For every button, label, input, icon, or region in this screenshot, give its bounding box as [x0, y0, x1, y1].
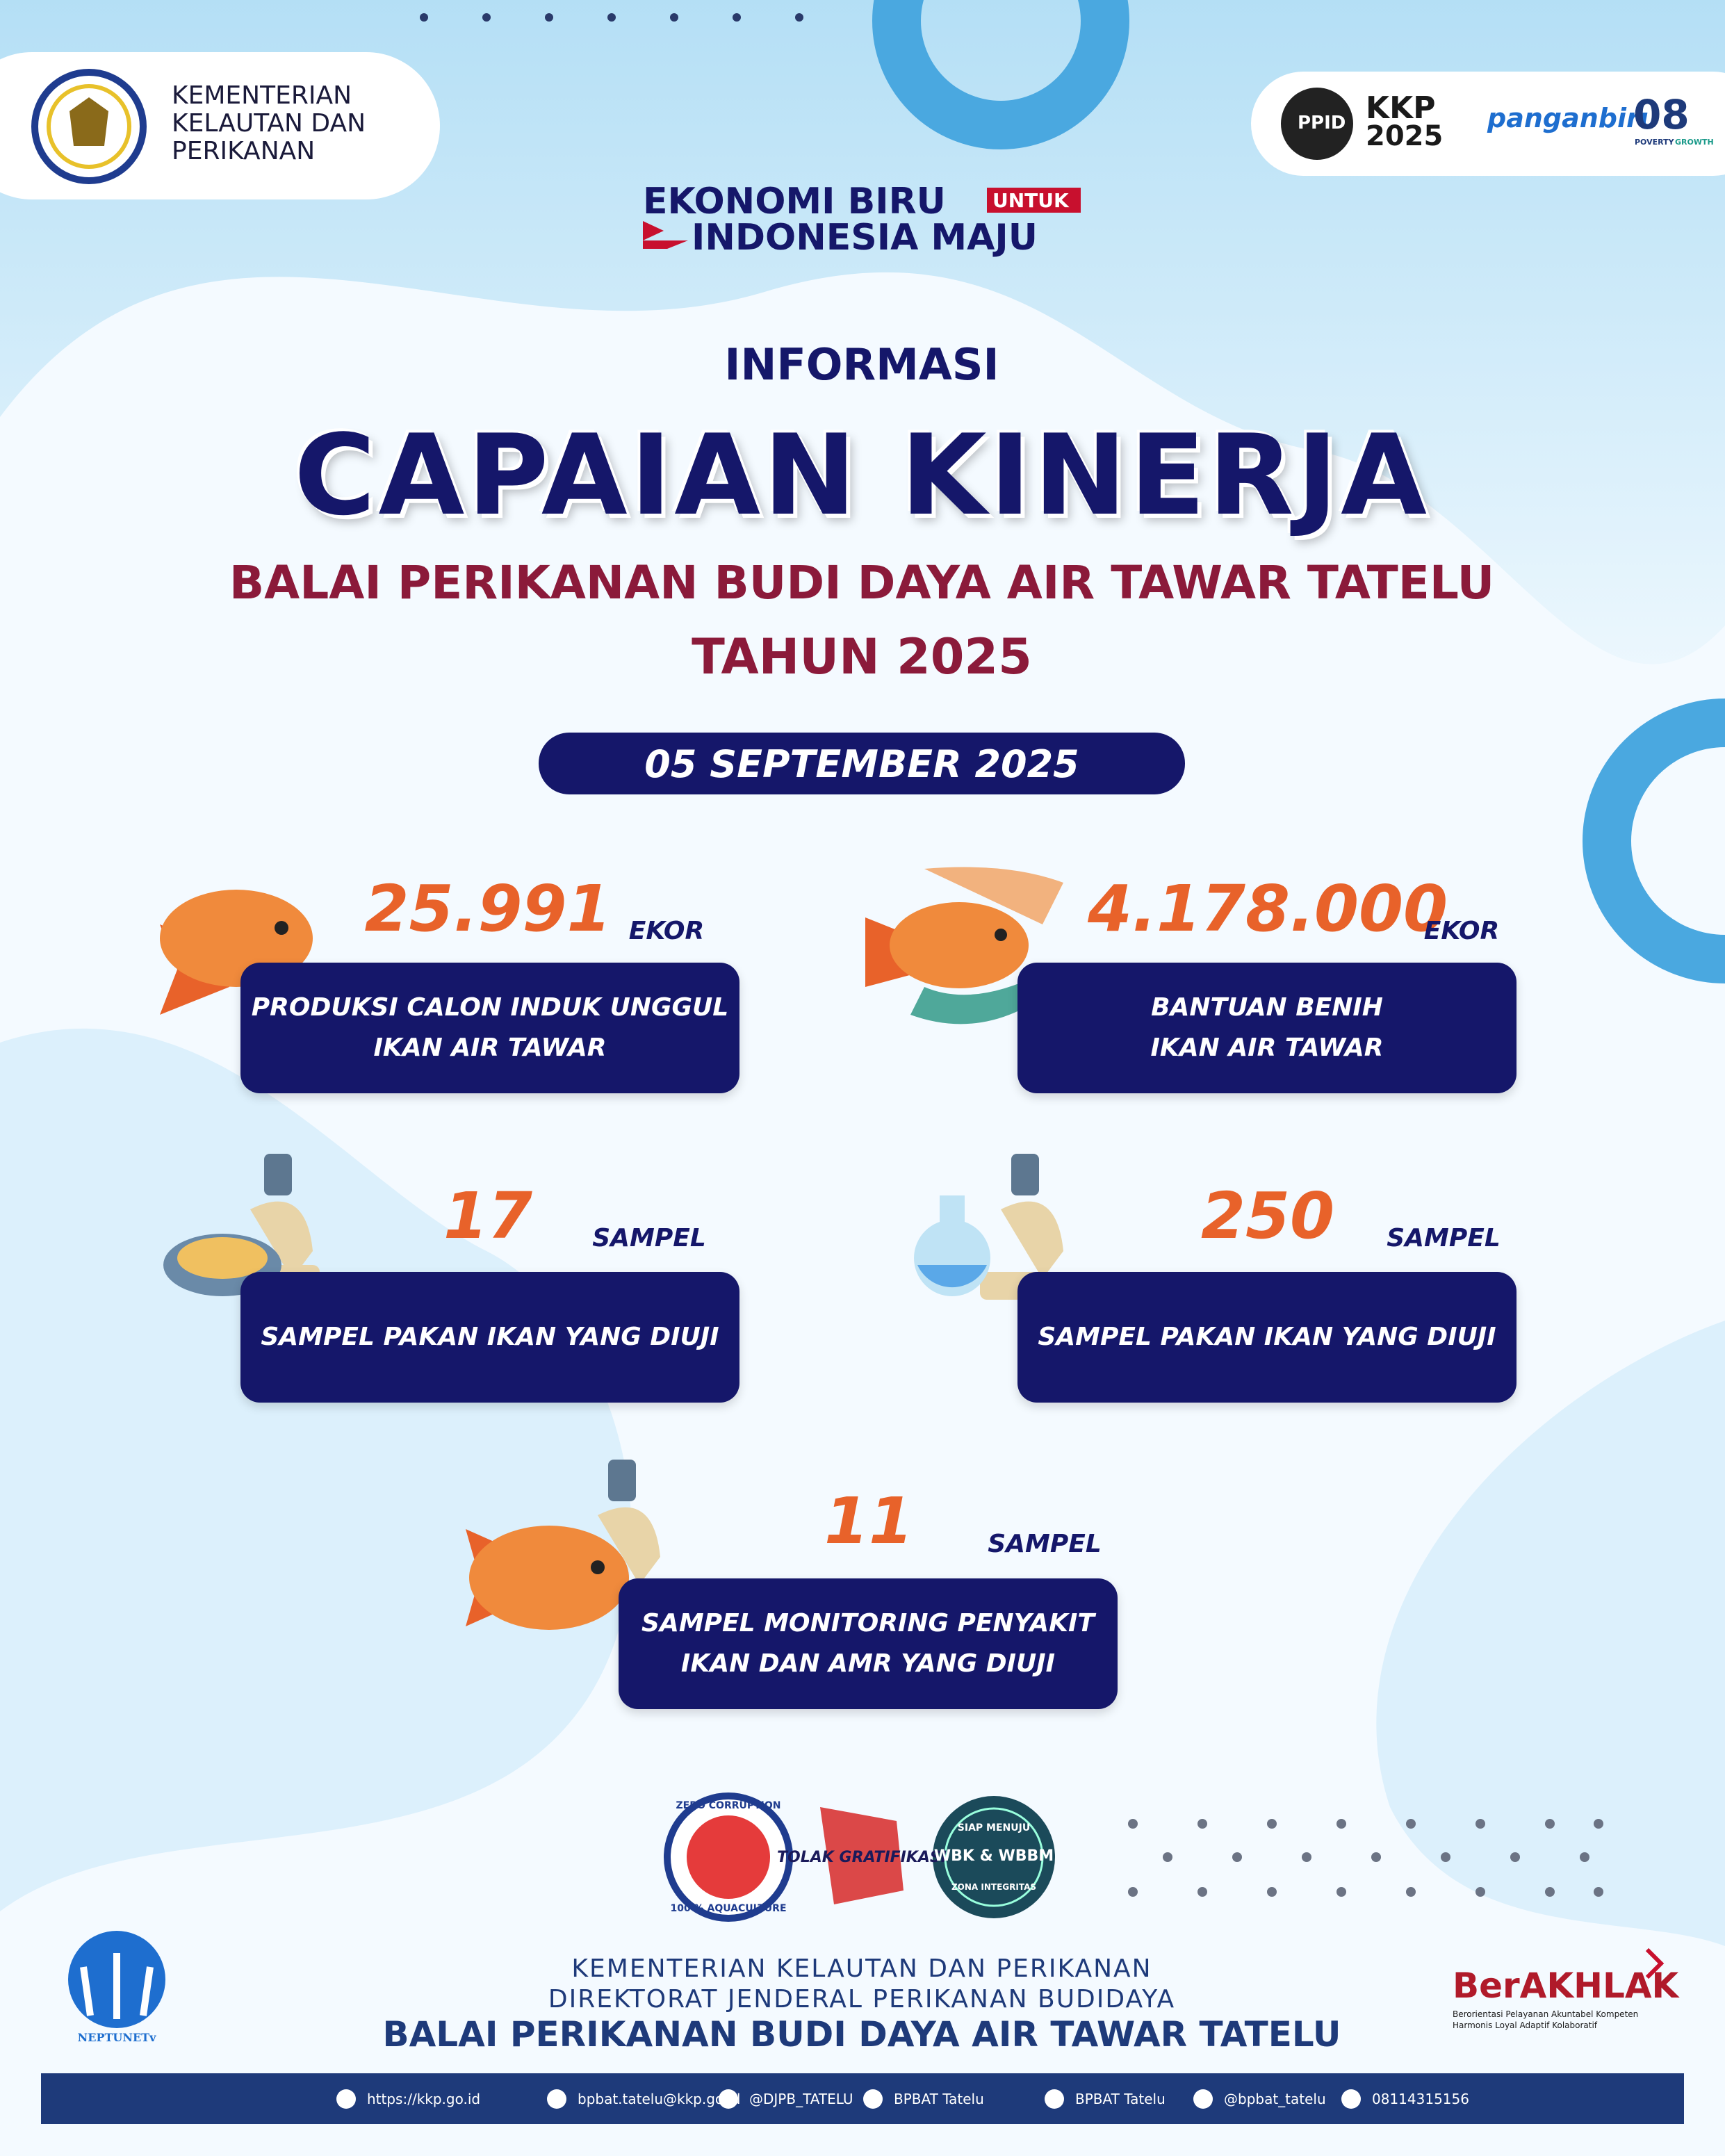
stat-label: BANTUAN BENIH — [1151, 993, 1383, 1022]
contact-text: https://kkp.go.id — [367, 2091, 481, 2107]
neptune-logo-text: NEPTUNETv — [77, 2031, 156, 2044]
date: 05 SEPTEMBER 2025 — [644, 742, 1079, 786]
berakhlak-line: Harmonis Loyal Adaptif Kolaboratif — [1453, 2020, 1598, 2030]
contact-icon — [336, 2089, 356, 2109]
berakhlak-logo: BerAKHLAK — [1453, 1966, 1679, 2006]
stat-card: PRODUKSI CALON INDUK UNGGUL IKAN AIR TAWA… — [240, 963, 739, 1093]
contact-icon — [547, 2089, 566, 2109]
footer-line: KEMENTERIAN KELAUTAN DAN PERIKANAN — [571, 1954, 1152, 1983]
year: TAHUN 2025 — [692, 628, 1032, 685]
contact-text: bpbat.tatelu@kkp.go.id — [578, 2091, 741, 2107]
ministry-line: PERIKANAN — [172, 137, 316, 165]
main-title: CAPAIAN KINERJA — [294, 410, 1430, 540]
stat-label: SAMPEL MONITORING PENYAKIT — [641, 1609, 1095, 1638]
stat-label: PRODUKSI CALON INDUK UNGGUL — [251, 993, 729, 1022]
subtitle: BALAI PERIKANAN BUDI DAYA AIR TAWAR TATE… — [229, 556, 1495, 610]
badge-text: ZONA INTEGRITAS — [951, 1882, 1037, 1892]
slogan-tag: UNTUK — [992, 189, 1069, 212]
contact-text: @DJPB_TATELU — [749, 2091, 853, 2107]
contact-icon — [1341, 2089, 1361, 2109]
stat-label: IKAN AIR TAWAR — [373, 1034, 607, 1062]
logo-kkp-year: 2025 — [1366, 120, 1444, 152]
berakhlak-sub: Berorientasi Pelayanan Akuntabel Kompete… — [1453, 2009, 1638, 2031]
stat-unit: EKOR — [1423, 917, 1500, 945]
badge-text: SIAP MENUJU — [957, 1822, 1031, 1834]
stat-label: IKAN AIR TAWAR — [1150, 1034, 1384, 1062]
badge-text: ZERO CORRUPTION — [676, 1800, 781, 1811]
contact-text: 08114315156 — [1372, 2091, 1469, 2107]
footer-line: DIREKTORAT JENDERAL PERIKANAN BUDIDAYA — [548, 1985, 1176, 2014]
badge-text: TOLAK GRATIFIKASI — [777, 1849, 947, 1866]
stat-unit: SAMPEL — [1387, 1224, 1501, 1252]
badge-text: 100 % AQUACULTURE — [670, 1903, 787, 1914]
stat-label: SAMPEL PAKAN IKAN YANG DIUJI — [1038, 1323, 1496, 1351]
footer-line: BALAI PERIKANAN BUDI DAYA AIR TAWAR TATE… — [382, 2014, 1341, 2055]
stat-value: 4.178.000 — [1088, 872, 1448, 946]
stat-card: BANTUAN BENIH IKAN AIR TAWAR — [1017, 963, 1516, 1093]
slogan-line: EKONOMI BIRU — [643, 181, 946, 222]
stat-card: SAMPEL PAKAN IKAN YANG DIUJI — [1017, 1272, 1516, 1403]
contact-icon — [1193, 2089, 1213, 2109]
ministry-name: KEMENTERIAN KELAUTAN DAN PERIKANAN — [172, 82, 366, 165]
logo-ppid: PPID — [1298, 113, 1346, 133]
stat-unit: SAMPEL — [988, 1530, 1102, 1558]
stat-unit: EKOR — [628, 917, 705, 945]
badge-text: WBK & WBBM — [933, 1847, 1054, 1865]
contact-text: BPBAT Tatelu — [894, 2091, 984, 2107]
stat-value: 250 — [1200, 1179, 1335, 1253]
ministry-line: KEMENTERIAN — [172, 81, 352, 110]
stat-unit: SAMPEL — [592, 1224, 706, 1252]
ministry-line: KELAUTAN DAN — [172, 109, 366, 138]
logo-08-right: GROWTH — [1675, 138, 1714, 147]
logo-08-left: POVERTY — [1635, 138, 1674, 147]
contact-text: @bpbat_tatelu — [1224, 2091, 1326, 2107]
stat-card: SAMPEL PAKAN IKAN YANG DIUJI — [240, 1272, 739, 1403]
stat-value: 17 — [443, 1179, 533, 1253]
logo-kkp: KKP — [1366, 90, 1436, 126]
contact-icon — [863, 2089, 883, 2109]
stat-value: 11 — [824, 1484, 914, 1558]
contact-icon — [1045, 2089, 1064, 2109]
logo-08: 08 — [1633, 91, 1690, 138]
contact-text: BPBAT Tatelu — [1075, 2091, 1166, 2107]
logo-panganbiru: panganbiru — [1487, 103, 1658, 133]
kicker: INFORMASI — [724, 339, 999, 390]
contact-icon — [719, 2089, 738, 2109]
stat-card: SAMPEL MONITORING PENYAKIT IKAN DAN AMR Y… — [619, 1578, 1118, 1709]
berakhlak-line: Berorientasi Pelayanan Akuntabel Kompete… — [1453, 2009, 1639, 2019]
stat-label: SAMPEL PAKAN IKAN YANG DIUJI — [261, 1323, 719, 1351]
stat-value: 25.991 — [364, 872, 612, 946]
slogan-line: INDONESIA MAJU — [692, 217, 1038, 259]
stat-label: IKAN DAN AMR YANG DIUJI — [680, 1649, 1056, 1678]
